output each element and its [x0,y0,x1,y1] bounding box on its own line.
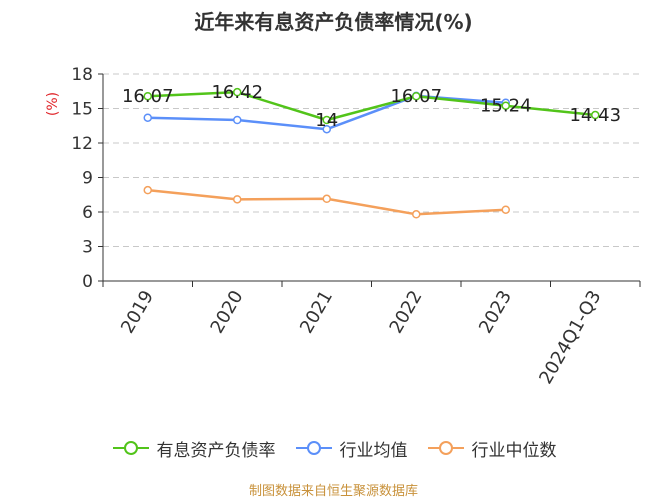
data-point [233,87,242,97]
y-tick-label: 0 [82,272,93,292]
legend-marker [438,441,453,455]
y-tick-label: 18 [71,65,93,85]
data-label: 16.07 [390,86,442,107]
data-point [143,113,152,122]
data-point [143,185,152,195]
data-point [322,115,331,125]
x-tick-label: 2022 [385,287,426,337]
data-point [501,205,510,214]
data-label: 16.07 [122,86,174,107]
legend-marker [306,441,321,455]
legend-item[interactable]: 行业均值 [294,436,408,461]
x-tick-label: 2023 [475,287,516,337]
legend-marker [123,441,138,455]
x-tick-label: 2024Q1-Q3 [535,287,605,388]
x-tick-label: 2021 [296,287,337,337]
legend-swatch [295,441,332,455]
data-point [233,115,242,125]
legend-swatch [112,441,149,455]
y-tick-label: 3 [82,238,93,258]
data-label: 15.24 [480,96,532,117]
y-axis-label: (%) [45,92,61,116]
data-point [412,210,421,219]
line-chart: 0 3 6 9 12 15 18 (%) 2019 2020 2021 2022 2023 2024Q1-… [45,65,641,388]
axes: 0 3 6 9 12 15 18 (%) 2019 2020 2021 2022 2023 2024Q1-… [45,65,641,388]
data-label: 14.43 [569,105,621,126]
data-label: 14 [315,110,338,131]
data-point [591,110,600,120]
y-tick-label: 15 [71,100,93,120]
legend-label: 有息资产负债率 [156,440,276,461]
data-labels: 16.07 16.42 14 16.07 15.24 14.43 [122,82,621,131]
data-point [233,195,242,204]
x-tick-label: 2020 [206,287,247,337]
x-tick-label: 2019 [117,287,158,337]
legend-item[interactable]: 行业中位数 [426,436,557,461]
y-tick-label: 6 [82,203,93,223]
legend-label: 行业中位数 [471,440,557,461]
y-tick-label: 12 [71,134,93,154]
data-point [501,101,510,110]
legend-label: 行业均值 [339,440,408,461]
data-point [143,91,152,101]
chart-title: 近年来有息资产负债率情况(%) [194,10,473,34]
legend: 有息资产负债率 行业均值 行业中位数 [0,434,667,462]
y-tick-label: 9 [82,169,93,189]
series-line [147,90,596,122]
data-point [322,194,331,204]
grid-lines [103,73,640,247]
data-label: 16.42 [211,82,263,103]
data-point [322,124,331,134]
legend-item[interactable]: 有息资产负债率 [111,436,276,461]
data-point [412,91,421,101]
series-lines [143,87,600,219]
legend-swatch [427,441,464,455]
source-note: 制图数据来自恒生聚源数据库 [248,484,418,499]
